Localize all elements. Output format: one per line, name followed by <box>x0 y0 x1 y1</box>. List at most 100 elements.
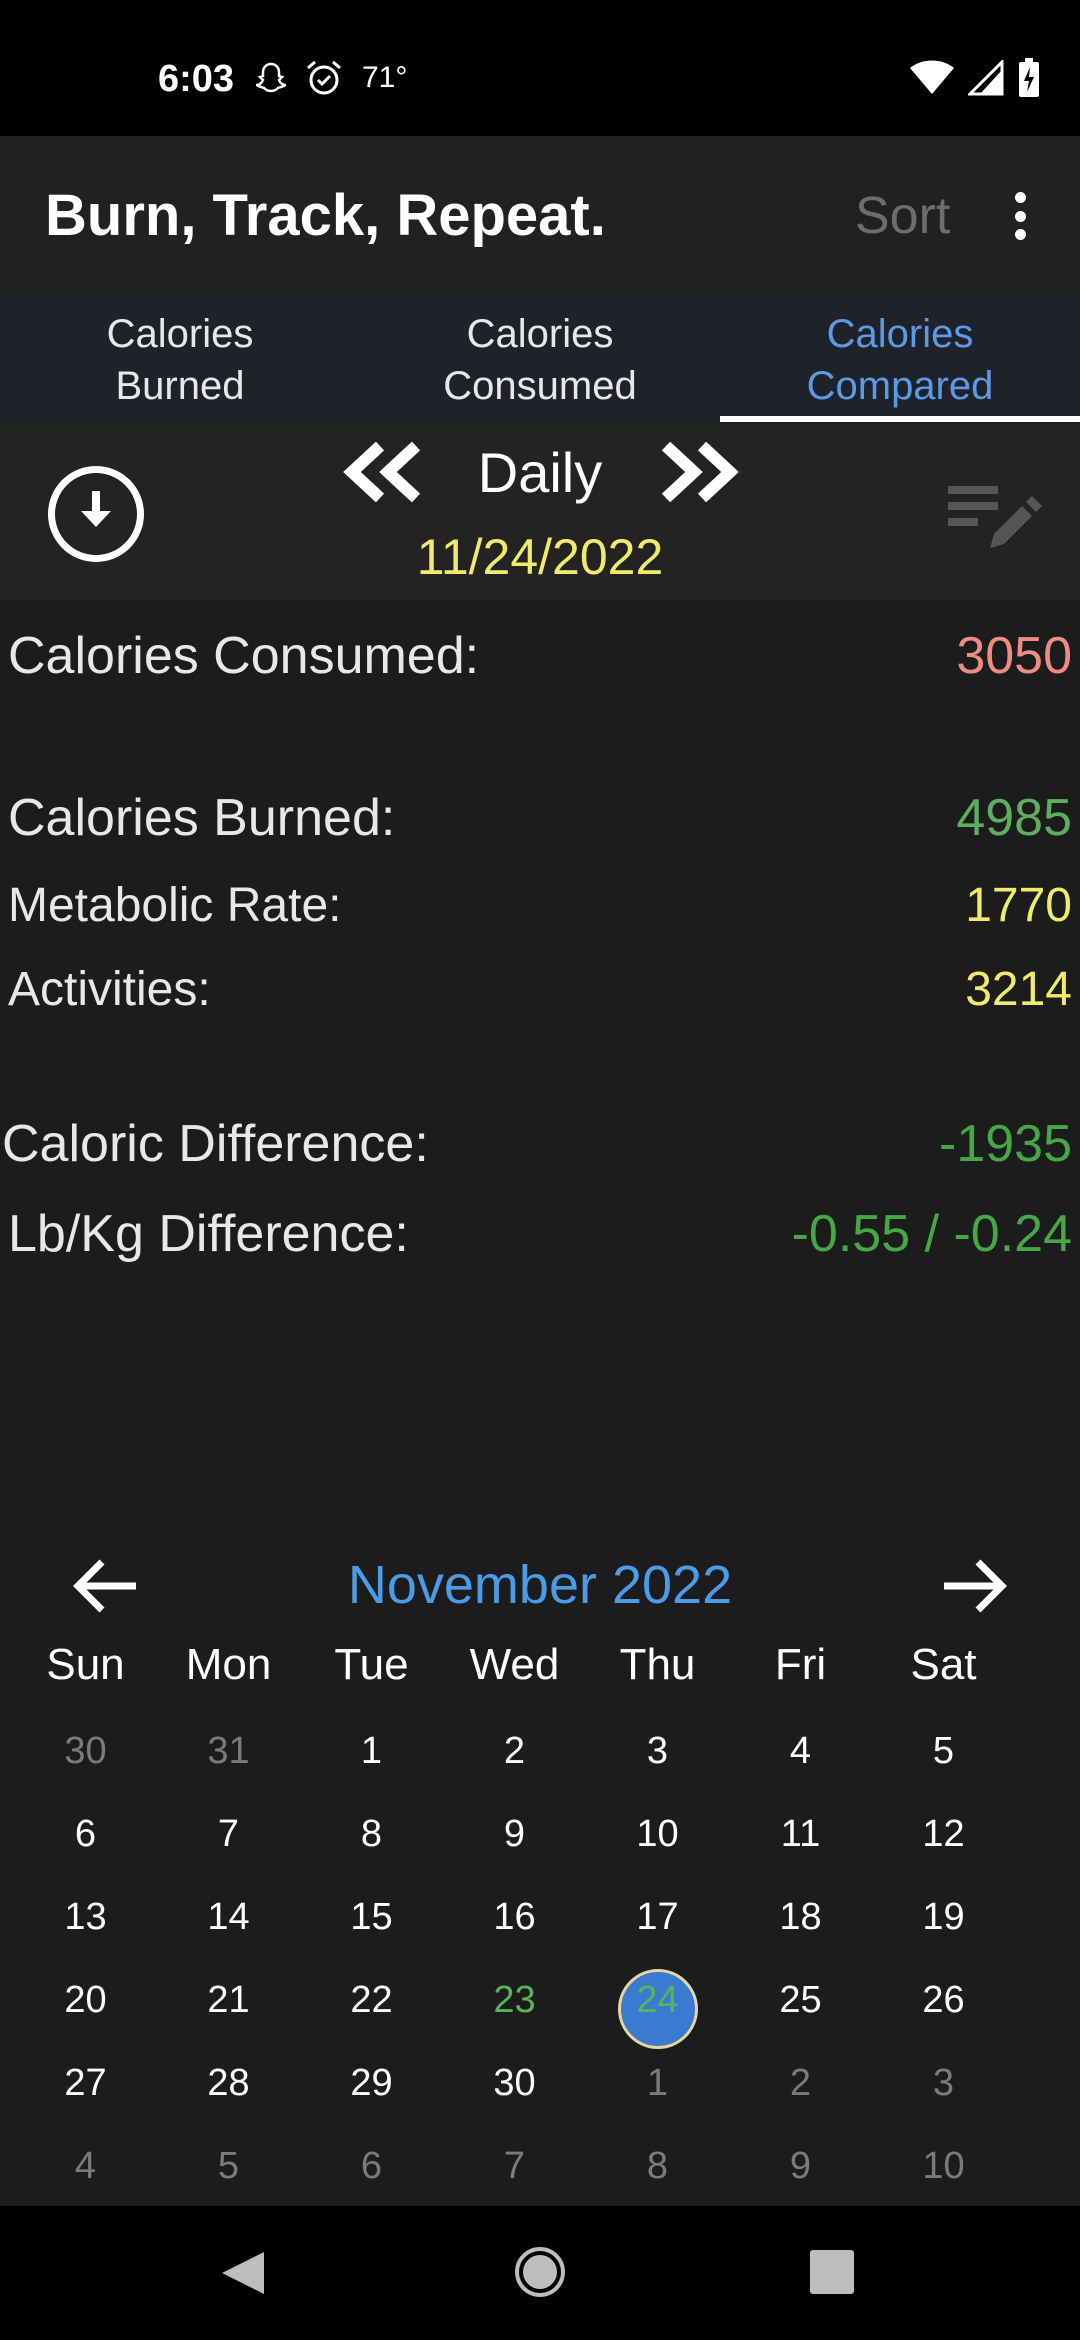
calendar-day-number: 19 <box>922 1896 965 1938</box>
calendar-day-number: 1 <box>646 2062 669 2104</box>
calendar-day[interactable]: 10 <box>872 2133 1015 2216</box>
calendar-day[interactable]: 12 <box>872 1801 1015 1884</box>
calendar-day-today[interactable]: 23 <box>443 1967 586 2050</box>
calendar-day[interactable]: 1 <box>300 1718 443 1801</box>
calendar-day-number: 17 <box>636 1896 679 1938</box>
double-chevron-left-icon[interactable] <box>336 442 426 502</box>
calendar-day-selected[interactable]: 24 <box>586 1967 729 2050</box>
calendar-day[interactable]: 5 <box>872 1718 1015 1801</box>
tab-label-line2: Consumed <box>443 364 637 408</box>
weekday-label: Fri <box>774 1640 827 1689</box>
calendar-day-number: 25 <box>779 1979 822 2021</box>
calendar-day[interactable]: 22 <box>300 1967 443 2050</box>
status-icons-left: 71° <box>256 58 407 98</box>
calendar-month-label: November 2022 <box>347 1555 733 1615</box>
activities-label: Activities: <box>8 963 211 1016</box>
calendar-day[interactable]: 18 <box>729 1884 872 1967</box>
nav-recents-icon[interactable] <box>810 2250 854 2294</box>
calendar-day[interactable]: 7 <box>443 2133 586 2216</box>
wifi-icon <box>910 60 954 94</box>
nav-home-icon[interactable] <box>514 2246 566 2298</box>
calendar-day[interactable]: 15 <box>300 1884 443 1967</box>
calendar-day[interactable]: 5 <box>157 2133 300 2216</box>
calendar-day[interactable]: 16 <box>443 1884 586 1967</box>
calendar-day-number: 12 <box>922 1813 965 1855</box>
more-vert-icon[interactable] <box>1000 186 1040 246</box>
calendar-day[interactable]: 4 <box>729 1718 872 1801</box>
calendar-day[interactable]: 6 <box>14 1801 157 1884</box>
snapchat-icon <box>256 62 286 93</box>
status-icons-right <box>910 58 1040 98</box>
calendar-day[interactable]: 14 <box>157 1884 300 1967</box>
sort-button[interactable]: Sort <box>855 187 951 245</box>
calendar-week-row: 6 7 8 9 10 11 12 <box>14 1801 1016 1884</box>
lbkg-difference-value: -0.55 / -0.24 <box>791 1205 1072 1263</box>
calendar-day[interactable]: 4 <box>14 2133 157 2216</box>
calendar-day-number: 7 <box>217 1813 240 1855</box>
calendar-day[interactable]: 6 <box>300 2133 443 2216</box>
calendar-day[interactable]: 21 <box>157 1967 300 2050</box>
calendar-day[interactable]: 8 <box>586 2133 729 2216</box>
calendar-day-number: 31 <box>207 1730 250 1772</box>
calendar-day[interactable]: 7 <box>157 1801 300 1884</box>
calendar-day[interactable]: 17 <box>586 1884 729 1967</box>
status-time: 6:03 <box>158 58 235 100</box>
calendar-day[interactable]: 20 <box>14 1967 157 2050</box>
calendar-day[interactable]: 10 <box>586 1801 729 1884</box>
calories-consumed-label: Calories Consumed: <box>8 627 480 685</box>
period-date[interactable]: 11/24/2022 <box>416 529 664 585</box>
calendar-day[interactable]: 2 <box>729 2050 872 2133</box>
app-title: Burn, Track, Repeat. <box>45 183 606 248</box>
calendar-day[interactable]: 26 <box>872 1967 1015 2050</box>
calendar-day[interactable]: 2 <box>443 1718 586 1801</box>
calendar-day-number: 28 <box>207 2062 250 2104</box>
calendar-day-number: 1 <box>360 1730 383 1772</box>
calendar-day[interactable]: 29 <box>300 2050 443 2133</box>
status-bar <box>0 0 1080 136</box>
edit-notes-icon[interactable] <box>946 478 1046 558</box>
calendar-day-number: 5 <box>932 1730 955 1772</box>
calendar-day-number: 15 <box>350 1896 393 1938</box>
calendar-day[interactable]: 3 <box>872 2050 1015 2133</box>
nav-back-icon[interactable] <box>220 2250 266 2296</box>
download-button[interactable] <box>48 466 144 562</box>
lbkg-difference-label: Lb/Kg Difference: <box>8 1205 409 1263</box>
tab-bar: Calories Burned Calories Consumed Calori… <box>0 294 1080 422</box>
calendar-day[interactable]: 31 <box>157 1718 300 1801</box>
alarm-icon <box>307 60 341 95</box>
tab-label-line2: Burned <box>115 364 245 408</box>
tab-calories-consumed[interactable]: Calories Consumed <box>360 294 720 422</box>
calendar-day[interactable]: 27 <box>14 2050 157 2133</box>
calendar-day-number: 7 <box>503 2145 526 2187</box>
calendar-day[interactable]: 13 <box>14 1884 157 1967</box>
arrow-left-icon[interactable] <box>72 1558 138 1614</box>
calendar-day[interactable]: 19 <box>872 1884 1015 1967</box>
calendar-week-row: 30 31 1 2 3 4 5 <box>14 1718 1016 1801</box>
calendar-day-number: 26 <box>922 1979 965 2021</box>
calendar-day-number: 30 <box>493 2062 536 2104</box>
calendar-day[interactable]: 8 <box>300 1801 443 1884</box>
calories-burned-label: Calories Burned: <box>8 789 396 847</box>
calendar-day[interactable]: 30 <box>443 2050 586 2133</box>
tab-calories-compared[interactable]: Calories Compared <box>720 294 1080 422</box>
calendar-day[interactable]: 30 <box>14 1718 157 1801</box>
calendar-day[interactable]: 3 <box>586 1718 729 1801</box>
calendar-day-number: 22 <box>350 1979 393 2021</box>
calendar-day-number: 24 <box>636 1979 679 2021</box>
calendar-day[interactable]: 25 <box>729 1967 872 2050</box>
calendar-day-number: 20 <box>64 1979 107 2021</box>
arrow-down-icon <box>81 491 111 527</box>
signal-icon <box>968 60 1004 96</box>
tab-calories-burned[interactable]: Calories Burned <box>0 294 360 422</box>
calendar-day[interactable]: 1 <box>586 2050 729 2133</box>
calendar-day[interactable]: 28 <box>157 2050 300 2133</box>
calendar-day-number: 6 <box>74 1813 97 1855</box>
calendar-day-number: 27 <box>64 2062 107 2104</box>
calendar-day[interactable]: 9 <box>443 1801 586 1884</box>
tab-label-line1: Calories <box>466 312 614 356</box>
calendar-day-number: 6 <box>360 2145 383 2187</box>
arrow-right-icon[interactable] <box>942 1558 1008 1614</box>
calendar-day[interactable]: 9 <box>729 2133 872 2216</box>
double-chevron-right-icon[interactable] <box>656 442 746 502</box>
calendar-day[interactable]: 11 <box>729 1801 872 1884</box>
